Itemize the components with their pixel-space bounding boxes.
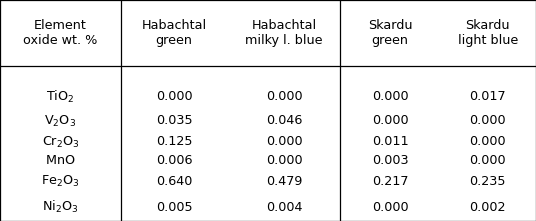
- Text: $\mathrm{Fe_2O_3}$: $\mathrm{Fe_2O_3}$: [41, 174, 79, 189]
- Text: 0.640: 0.640: [156, 175, 192, 188]
- Text: 0.000: 0.000: [266, 154, 302, 167]
- Text: 0.000: 0.000: [371, 90, 408, 103]
- Text: $\mathrm{Cr_2O_3}$: $\mathrm{Cr_2O_3}$: [42, 134, 79, 150]
- Text: Habachtal
green: Habachtal green: [142, 19, 207, 47]
- Text: $\mathrm{Ni_2O_3}$: $\mathrm{Ni_2O_3}$: [42, 199, 78, 215]
- Text: 0.000: 0.000: [470, 114, 506, 128]
- Text: 0.046: 0.046: [266, 114, 302, 128]
- Text: Element
oxide wt. %: Element oxide wt. %: [23, 19, 98, 47]
- Text: 0.000: 0.000: [156, 90, 192, 103]
- Text: 0.002: 0.002: [470, 201, 506, 214]
- Text: Skardu
light blue: Skardu light blue: [458, 19, 518, 47]
- Text: 0.003: 0.003: [371, 154, 408, 167]
- Text: Habachtal
milky l. blue: Habachtal milky l. blue: [245, 19, 323, 47]
- Text: $\mathrm{MnO}$: $\mathrm{MnO}$: [45, 154, 76, 167]
- Text: 0.035: 0.035: [156, 114, 192, 128]
- Text: 0.235: 0.235: [470, 175, 506, 188]
- Text: 0.125: 0.125: [156, 135, 192, 149]
- Text: 0.011: 0.011: [371, 135, 408, 149]
- Text: 0.006: 0.006: [156, 154, 192, 167]
- Text: 0.017: 0.017: [470, 90, 506, 103]
- Text: 0.000: 0.000: [470, 154, 506, 167]
- Text: $\mathrm{TiO_2}$: $\mathrm{TiO_2}$: [46, 89, 75, 105]
- Text: 0.000: 0.000: [371, 114, 408, 128]
- Text: 0.479: 0.479: [266, 175, 302, 188]
- Text: $\mathrm{V_2O_3}$: $\mathrm{V_2O_3}$: [44, 113, 76, 129]
- Text: Skardu
green: Skardu green: [368, 19, 412, 47]
- Text: 0.005: 0.005: [156, 201, 192, 214]
- Text: 0.217: 0.217: [371, 175, 408, 188]
- Text: 0.000: 0.000: [371, 201, 408, 214]
- Text: 0.000: 0.000: [266, 90, 302, 103]
- Text: 0.004: 0.004: [266, 201, 302, 214]
- Text: 0.000: 0.000: [470, 135, 506, 149]
- Text: 0.000: 0.000: [266, 135, 302, 149]
